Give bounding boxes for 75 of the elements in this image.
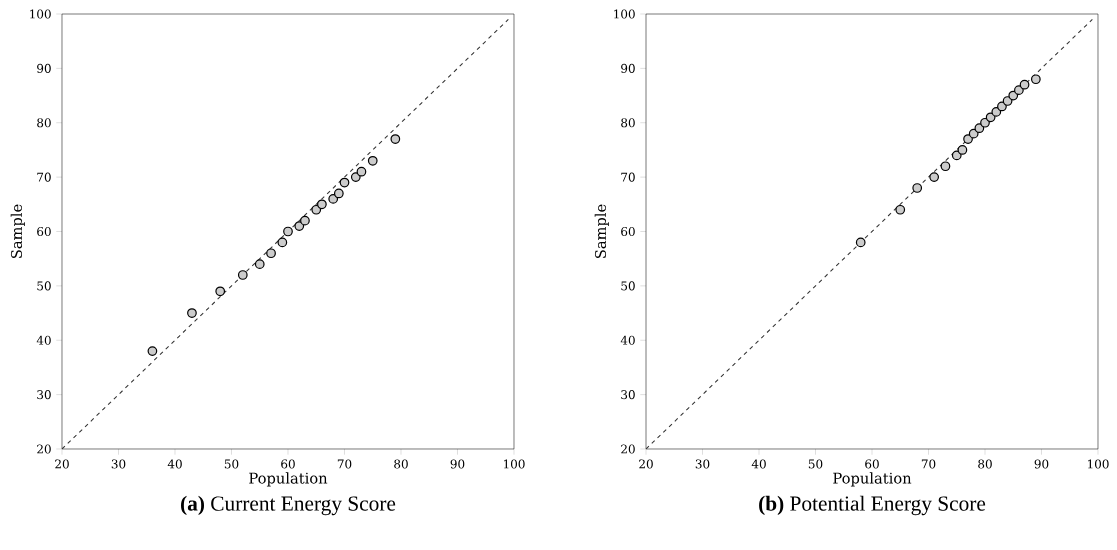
y-tick-label: 20 bbox=[37, 444, 51, 454]
y-tick-label: 40 bbox=[620, 335, 635, 345]
y-tick-label: 30 bbox=[621, 390, 635, 400]
x-tick-label: 60 bbox=[865, 459, 879, 469]
point bbox=[985, 112, 996, 123]
point bbox=[1019, 79, 1030, 90]
point bbox=[1030, 74, 1041, 85]
x-axis-title: Population bbox=[249, 472, 328, 487]
x-tick-label: 80 bbox=[978, 459, 992, 469]
point bbox=[237, 270, 248, 280]
x-tick-label: 100 bbox=[1088, 459, 1109, 469]
y-tick-label: 30 bbox=[37, 390, 51, 400]
x-tick-label: 50 bbox=[808, 459, 823, 469]
point bbox=[1002, 96, 1013, 106]
text: (b) Potential Energy Score bbox=[759, 495, 986, 516]
point bbox=[283, 226, 293, 237]
y-axis-title: Sample bbox=[10, 204, 25, 258]
x-tick-label: 50 bbox=[224, 459, 239, 469]
point bbox=[147, 346, 158, 356]
x-tick-label: 90 bbox=[1034, 459, 1049, 469]
point bbox=[277, 237, 288, 248]
point bbox=[390, 134, 401, 144]
y-tick-label: 50 bbox=[621, 281, 635, 291]
point bbox=[980, 117, 990, 128]
y-tick-label: 90 bbox=[37, 63, 51, 73]
y-tick-label: 100 bbox=[614, 9, 635, 19]
x-tick-label: 70 bbox=[337, 459, 352, 469]
point bbox=[940, 161, 951, 172]
point bbox=[339, 177, 350, 188]
x-tick-label: 30 bbox=[111, 459, 126, 469]
y-tick-label: 80 bbox=[37, 118, 51, 128]
point bbox=[215, 286, 226, 297]
point bbox=[367, 155, 378, 166]
y-tick-label: 70 bbox=[621, 172, 635, 182]
point bbox=[333, 188, 344, 199]
point bbox=[968, 128, 979, 139]
point bbox=[350, 172, 361, 182]
point bbox=[254, 259, 265, 269]
point bbox=[895, 204, 906, 215]
x-tick-label: 60 bbox=[281, 459, 295, 469]
point bbox=[1014, 85, 1024, 95]
x-axis-title: Population bbox=[833, 472, 912, 487]
y-tick-label: 70 bbox=[37, 172, 51, 182]
point bbox=[356, 166, 367, 177]
x-tick-label: 100 bbox=[504, 459, 525, 469]
point bbox=[974, 123, 985, 134]
point bbox=[855, 237, 866, 248]
point bbox=[929, 172, 940, 182]
point bbox=[187, 308, 197, 318]
point bbox=[957, 145, 968, 155]
y-tick-label: 50 bbox=[37, 281, 51, 291]
y-tick-label: 90 bbox=[621, 63, 635, 73]
point bbox=[294, 221, 305, 231]
point bbox=[300, 215, 310, 226]
x-tick-label: 30 bbox=[695, 459, 710, 469]
x-tick-label: 70 bbox=[921, 459, 936, 469]
x-tick-label: 40 bbox=[167, 459, 182, 469]
y-tick-label: 80 bbox=[621, 118, 635, 128]
x-tick-label: 90 bbox=[450, 459, 465, 469]
y-tick-label: 100 bbox=[30, 9, 51, 19]
point bbox=[266, 248, 276, 259]
y-tick-label: 60 bbox=[37, 226, 51, 237]
point bbox=[317, 199, 327, 210]
y-tick-label: 20 bbox=[621, 444, 635, 454]
point bbox=[963, 134, 973, 144]
y-tick-label: 40 bbox=[36, 335, 51, 345]
x-tick-label: 20 bbox=[55, 459, 69, 469]
y-axis-title: Sample bbox=[594, 204, 609, 258]
text: (a) Current Energy Score bbox=[181, 495, 396, 516]
x-tick-label: 20 bbox=[639, 459, 653, 469]
x-tick-label: 40 bbox=[751, 459, 766, 469]
x-tick-label: 80 bbox=[394, 459, 408, 469]
point bbox=[997, 101, 1007, 112]
y-tick-label: 60 bbox=[621, 226, 635, 237]
point bbox=[912, 183, 923, 193]
